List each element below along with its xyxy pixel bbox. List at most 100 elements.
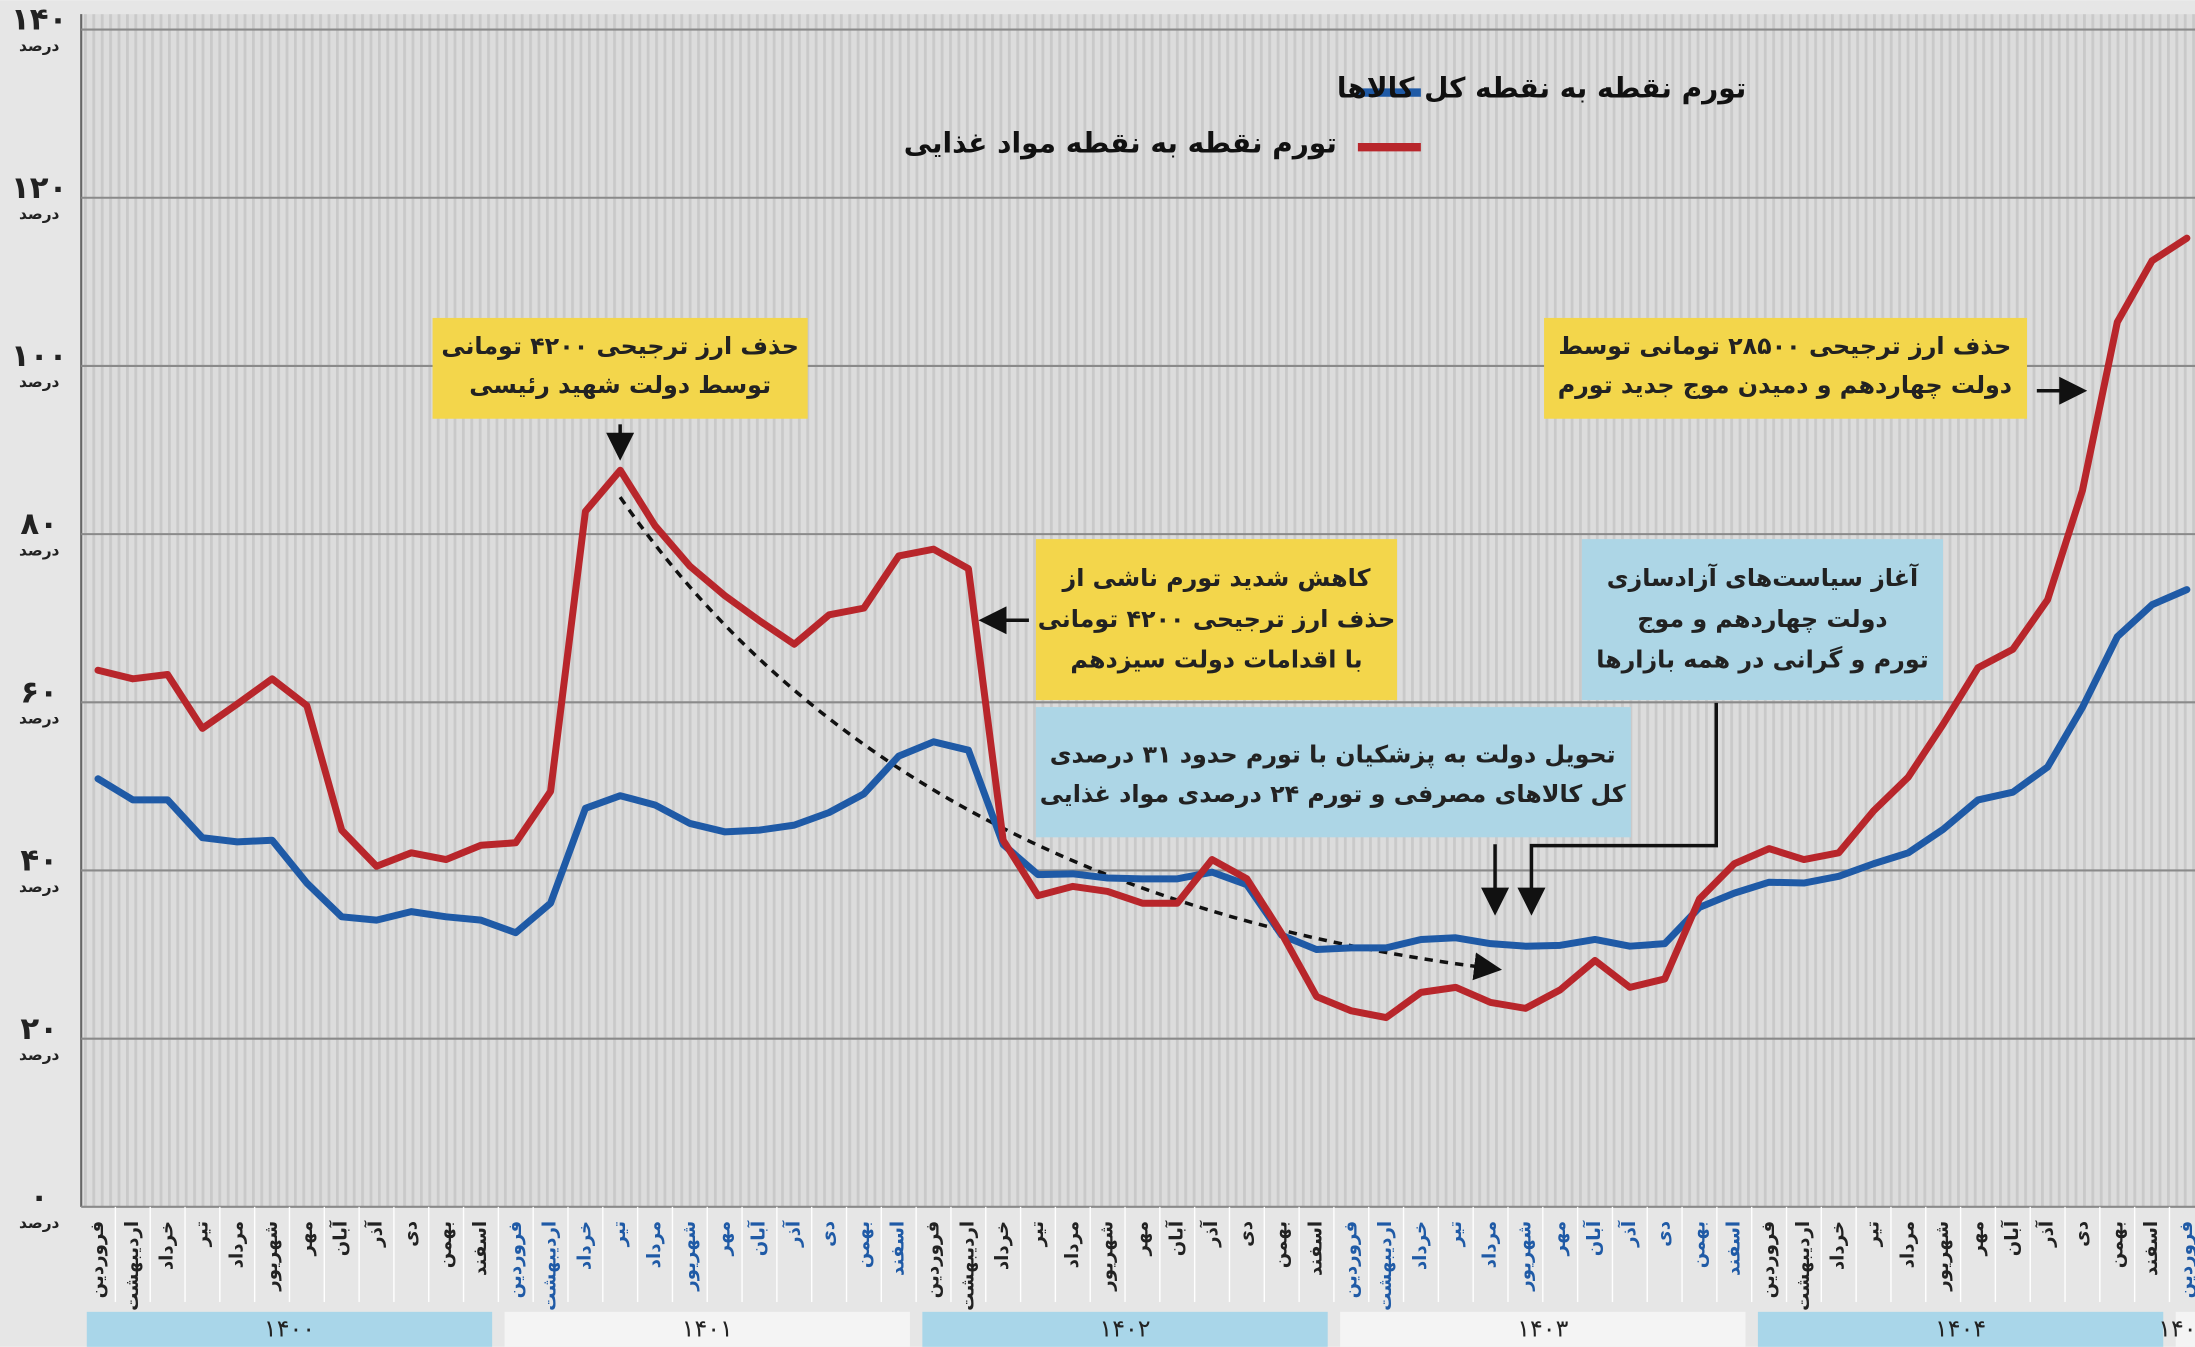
y-unit-label: درصد bbox=[19, 541, 60, 559]
annotation-text: توسط دولت شهید رئیسی bbox=[469, 371, 771, 399]
annotation-text: با اقدامات دولت سیزدهم bbox=[1070, 645, 1362, 673]
x-tick-label: آبان bbox=[329, 1220, 352, 1256]
x-tick-label: بهمن bbox=[1688, 1221, 1709, 1268]
x-tick-label: آبان bbox=[746, 1220, 769, 1256]
y-tick-label: ۱۲۰ bbox=[11, 170, 67, 206]
x-tick-label: فروردین bbox=[923, 1221, 944, 1299]
year-label: ۱۴۰۵ bbox=[2158, 1315, 2195, 1343]
y-tick-label: ۸۰ bbox=[20, 506, 58, 542]
x-tick-label: اردیبهشت bbox=[957, 1221, 978, 1311]
annotation-text: تورم و گرانی در همه بازارها bbox=[1596, 645, 1928, 673]
year-bar bbox=[504, 1311, 910, 1347]
x-tick-label: دی bbox=[2071, 1221, 2092, 1247]
x-tick-label: تیر bbox=[1027, 1221, 1048, 1248]
y-tick-label: ۶۰ bbox=[20, 674, 58, 710]
x-tick-label: تیر bbox=[1445, 1221, 1466, 1248]
y-tick-label: ۴۰ bbox=[20, 843, 58, 879]
x-tick-label: آبان bbox=[1164, 1220, 1187, 1256]
series-line bbox=[94, 586, 2191, 954]
x-tick-label: دی bbox=[1654, 1221, 1675, 1247]
y-tick-label: ۱۰۰ bbox=[11, 338, 67, 374]
x-tick-label: خرداد bbox=[574, 1221, 595, 1270]
year-label: ۱۴۰۰ bbox=[264, 1315, 315, 1343]
annotation-text: حذف ارز ترجیحی ۴۲۰۰ تومانی bbox=[1038, 605, 1395, 633]
x-tick-label: آذر bbox=[1617, 1220, 1640, 1248]
x-tick-label: تیر bbox=[191, 1221, 212, 1248]
x-tick-label: فروردین bbox=[2176, 1221, 2195, 1299]
x-tick-label: فروردین bbox=[505, 1221, 526, 1299]
annotation-text: دولت چهاردهم و موج bbox=[1637, 605, 1887, 633]
x-tick-label: دی bbox=[1236, 1221, 1257, 1247]
x-tick-label: خرداد bbox=[1828, 1221, 1849, 1270]
legend-label: تورم نقطه به نقطه مواد غذایی bbox=[904, 126, 1337, 159]
x-tick-label: شهریور bbox=[1932, 1221, 1953, 1292]
x-tick-label: آذر bbox=[781, 1220, 804, 1248]
year-label: ۱۴۰۱ bbox=[682, 1315, 733, 1343]
arrow bbox=[1517, 702, 1718, 916]
year-bar bbox=[922, 1311, 1328, 1347]
series-line bbox=[94, 234, 2191, 1022]
x-tick-label: اسفند bbox=[1723, 1221, 1744, 1276]
x-tick-label: مرداد bbox=[1897, 1221, 1918, 1268]
y-unit-label: درصد bbox=[19, 373, 60, 391]
y-unit-label: درصد bbox=[19, 710, 60, 728]
x-tick-label: مهر bbox=[1549, 1221, 1570, 1257]
x-tick-label: اردیبهشت bbox=[540, 1221, 561, 1311]
x-tick-label: اردیبهشت bbox=[1375, 1221, 1396, 1311]
x-tick-label: خرداد bbox=[1410, 1221, 1431, 1270]
annotation-box bbox=[1035, 707, 1631, 838]
year-bar bbox=[1757, 1311, 2164, 1347]
x-tick-label: فروردین bbox=[87, 1221, 108, 1299]
x-tick-label: تیر bbox=[1863, 1221, 1884, 1248]
annotation-box bbox=[1035, 539, 1398, 701]
x-tick-label: بهمن bbox=[2106, 1221, 2127, 1268]
x-tick-label: خرداد bbox=[992, 1221, 1013, 1270]
x-tick-label: فروردین bbox=[1758, 1221, 1779, 1299]
x-tick-label: اسفند bbox=[888, 1221, 909, 1276]
x-tick-label: تیر bbox=[609, 1221, 630, 1248]
y-unit-label: درصد bbox=[19, 37, 60, 55]
y-unit-label: درصد bbox=[19, 205, 60, 223]
year-label: ۱۴۰۴ bbox=[1935, 1315, 1986, 1343]
x-tick-label: آذر bbox=[2035, 1220, 2058, 1248]
x-tick-label: مهر bbox=[296, 1221, 317, 1257]
x-tick-label: مهر bbox=[1967, 1221, 1988, 1257]
x-tick-label: اسفند bbox=[470, 1221, 491, 1276]
x-tick-label: اردیبهشت bbox=[1793, 1221, 1814, 1311]
annotation-text: دولت چهاردهم و دمیدن موج جدید تورم bbox=[1558, 371, 2012, 399]
annotation-box bbox=[1581, 539, 1944, 701]
x-tick-label: مهر bbox=[1131, 1221, 1152, 1257]
annotation-text: تحویل دولت به پزشکیان با تورم حدود ۳۱ در… bbox=[1050, 741, 1616, 769]
y-unit-label: درصد bbox=[19, 1046, 60, 1064]
year-label: ۱۴۰۳ bbox=[1517, 1315, 1568, 1343]
year-bar bbox=[2175, 1311, 2195, 1347]
x-tick-label: بهمن bbox=[1271, 1221, 1292, 1268]
x-tick-label: آذر bbox=[1199, 1220, 1222, 1248]
x-tick-label: آذر bbox=[364, 1220, 387, 1248]
x-tick-label: مرداد bbox=[1062, 1221, 1083, 1268]
x-tick-label: مرداد bbox=[644, 1221, 665, 1268]
x-tick-label: شهریور bbox=[1097, 1221, 1118, 1292]
x-tick-label: شهریور bbox=[261, 1221, 282, 1292]
y-tick-label: ۱۴۰ bbox=[11, 2, 67, 38]
x-tick-label: مرداد bbox=[226, 1221, 247, 1268]
x-tick-label: اسفند bbox=[2141, 1221, 2162, 1276]
annotation-text: کاهش شدید تورم ناشی از bbox=[1062, 564, 1371, 592]
trend-arrow bbox=[618, 496, 1503, 981]
y-tick-label: ۰ bbox=[30, 1179, 49, 1215]
x-tick-label: شهریور bbox=[1514, 1221, 1535, 1292]
x-tick-label: فروردین bbox=[1340, 1221, 1361, 1299]
annotation-text: حذف ارز ترجیحی ۲۸۵۰۰ تومانی توسط bbox=[1558, 332, 2011, 360]
annotation-box bbox=[432, 317, 808, 419]
annotation-box bbox=[1544, 317, 2028, 419]
x-tick-label: بهمن bbox=[853, 1221, 874, 1268]
x-tick-label: اردیبهشت bbox=[122, 1221, 143, 1311]
y-unit-label: درصد bbox=[19, 878, 60, 896]
x-tick-label: مرداد bbox=[1480, 1221, 1501, 1268]
x-tick-label: شهریور bbox=[679, 1221, 700, 1292]
year-bar bbox=[1340, 1311, 1746, 1347]
x-tick-label: آبان bbox=[1582, 1220, 1605, 1256]
year-bar bbox=[86, 1311, 493, 1347]
